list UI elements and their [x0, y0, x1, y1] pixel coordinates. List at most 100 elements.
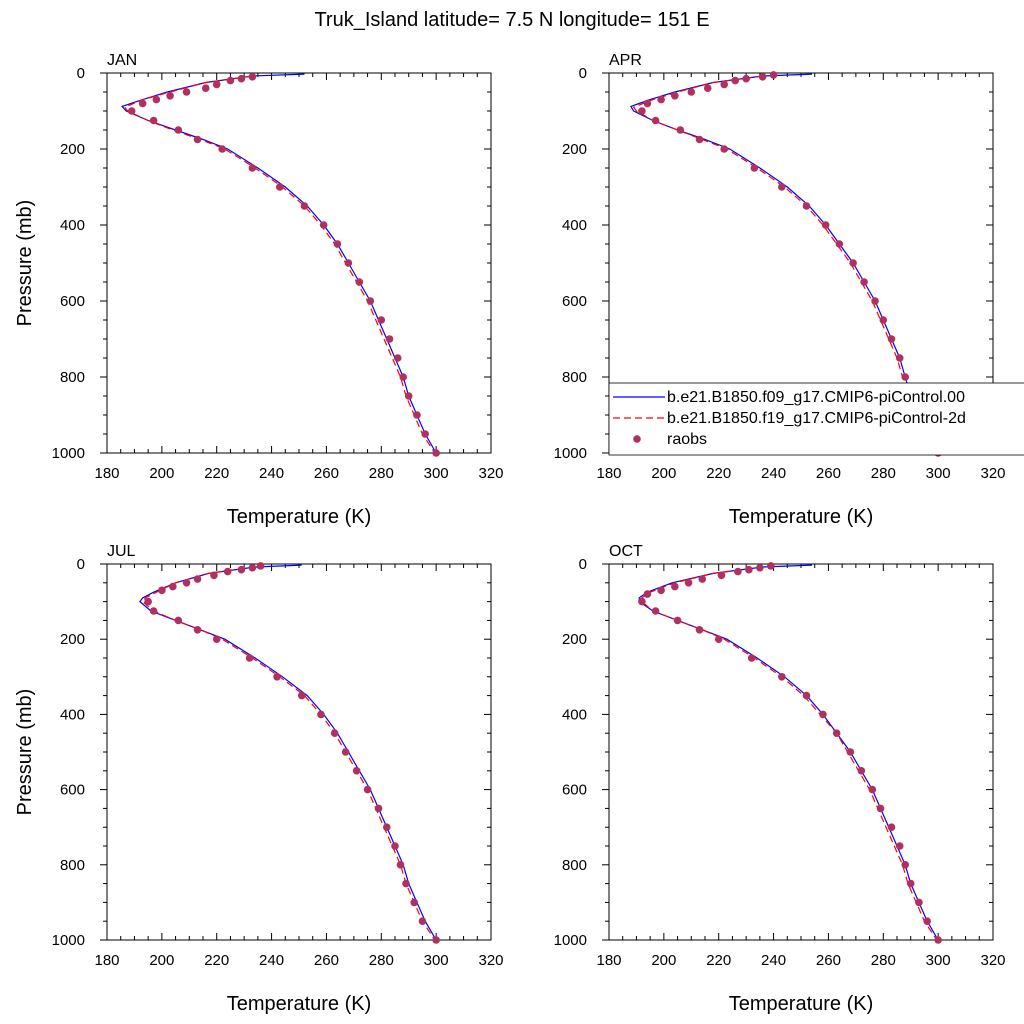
- data-point-raobs: [887, 335, 896, 343]
- y-tick-label: 400: [562, 706, 587, 723]
- y-tick-label: 800: [562, 369, 587, 386]
- data-point-raobs: [144, 597, 152, 606]
- x-tick-label: 280: [871, 465, 896, 482]
- data-point-raobs: [210, 571, 218, 580]
- data-point-raobs: [802, 691, 811, 700]
- data-point-raobs: [876, 804, 885, 813]
- data-point-raobs: [418, 917, 427, 925]
- data-point-raobs: [857, 767, 866, 775]
- data-point-raobs: [212, 635, 221, 643]
- x-tick-label: 180: [94, 952, 119, 969]
- data-point-raobs: [413, 411, 421, 419]
- data-point-raobs: [767, 562, 775, 570]
- data-point-raobs: [193, 575, 202, 583]
- data-point-raobs: [849, 259, 857, 267]
- data-point-raobs: [821, 221, 830, 229]
- x-tick-label: 280: [369, 465, 394, 482]
- legend-label: b.e21.B1850.f19_g17.CMIP6-piControl-2d: [667, 410, 966, 427]
- series-line-f19: [641, 566, 938, 941]
- data-point-raobs: [887, 823, 896, 831]
- x-tick-label: 240: [259, 952, 284, 969]
- data-point-raobs: [934, 936, 942, 944]
- data-point-raobs: [374, 804, 383, 813]
- data-point-raobs: [720, 145, 728, 153]
- y-tick-label: 800: [60, 857, 85, 874]
- legend: b.e21.B1850.f09_g17.CMIP6-piControl.00 b.…: [608, 382, 1024, 456]
- data-point-raobs: [127, 107, 136, 115]
- y-tick-label: 600: [562, 782, 587, 799]
- data-point-raobs: [402, 879, 410, 888]
- data-point-raobs: [355, 278, 364, 286]
- panel-label: OCT: [609, 543, 643, 560]
- data-point-raobs: [344, 259, 353, 267]
- x-tick-label: 180: [596, 952, 621, 969]
- data-point-raobs: [149, 116, 158, 125]
- y-tick-label: 0: [579, 65, 587, 82]
- data-point-raobs: [695, 135, 704, 144]
- x-tick-label: 280: [369, 952, 394, 969]
- data-point-raobs: [393, 354, 402, 362]
- y-tick-label: 600: [562, 293, 587, 310]
- data-point-raobs: [182, 579, 191, 587]
- data-point-raobs: [138, 99, 147, 108]
- legend-label: raobs: [667, 431, 707, 448]
- series-line-f09: [638, 564, 939, 941]
- y-axis-title: Pressure (mb): [14, 689, 36, 816]
- x-tick-label: 220: [706, 952, 731, 969]
- y-tick-label: 0: [579, 556, 587, 573]
- plot-frame: [106, 72, 492, 454]
- x-tick-label: 280: [871, 952, 896, 969]
- data-point-raobs: [895, 842, 904, 850]
- data-point-raobs: [391, 842, 399, 850]
- y-axis-title: Pressure (mb): [14, 200, 36, 327]
- x-tick-label: 220: [204, 952, 229, 969]
- data-point-raobs: [218, 145, 226, 153]
- y-tick-label: 400: [60, 217, 85, 234]
- x-tick-label: 320: [478, 465, 503, 482]
- data-point-raobs: [399, 373, 408, 381]
- data-point-raobs: [778, 183, 786, 191]
- data-point-raobs: [671, 582, 679, 591]
- data-point-raobs: [756, 563, 764, 572]
- legend-marker: [633, 435, 641, 443]
- data-point-raobs: [651, 607, 660, 615]
- data-point-raobs: [226, 76, 235, 85]
- x-tick-label: 320: [478, 952, 503, 969]
- data-point-raobs: [643, 590, 652, 598]
- y-tick-label: 1000: [52, 445, 85, 462]
- panel-label: JUL: [107, 543, 136, 560]
- x-axis-title: Temperature (K): [227, 506, 372, 528]
- y-tick-label: 800: [60, 369, 85, 386]
- series-line-f09: [121, 73, 437, 454]
- x-tick-label: 200: [651, 952, 676, 969]
- y-tick-label: 200: [562, 631, 587, 648]
- data-point-raobs: [879, 316, 888, 324]
- data-point-raobs: [248, 164, 257, 172]
- x-tick-label: 260: [816, 952, 841, 969]
- y-tick-label: 400: [60, 706, 85, 723]
- x-tick-label: 300: [424, 465, 449, 482]
- data-point-raobs: [363, 785, 372, 794]
- data-point-raobs: [643, 99, 652, 108]
- data-point-raobs: [341, 748, 350, 756]
- data-point-raobs: [901, 373, 910, 381]
- x-tick-label: 300: [926, 952, 951, 969]
- data-point-raobs: [297, 691, 306, 700]
- data-point-raobs: [901, 861, 910, 869]
- x-tick-label: 260: [314, 465, 339, 482]
- data-point-raobs: [671, 92, 679, 100]
- data-point-raobs: [385, 335, 394, 343]
- legend-label: b.e21.B1850.f09_g17.CMIP6-piControl.00: [667, 389, 965, 406]
- data-point-raobs: [382, 823, 391, 831]
- data-point-raobs: [673, 616, 682, 625]
- data-point-raobs: [895, 354, 904, 362]
- data-point-raobs: [720, 80, 728, 89]
- panel-label: APR: [609, 52, 642, 69]
- data-point-raobs: [676, 126, 685, 134]
- data-point-raobs: [410, 898, 419, 907]
- data-point-raobs: [657, 586, 665, 595]
- data-point-raobs: [778, 673, 786, 681]
- data-point-raobs: [868, 785, 877, 794]
- data-point-raobs: [717, 571, 726, 580]
